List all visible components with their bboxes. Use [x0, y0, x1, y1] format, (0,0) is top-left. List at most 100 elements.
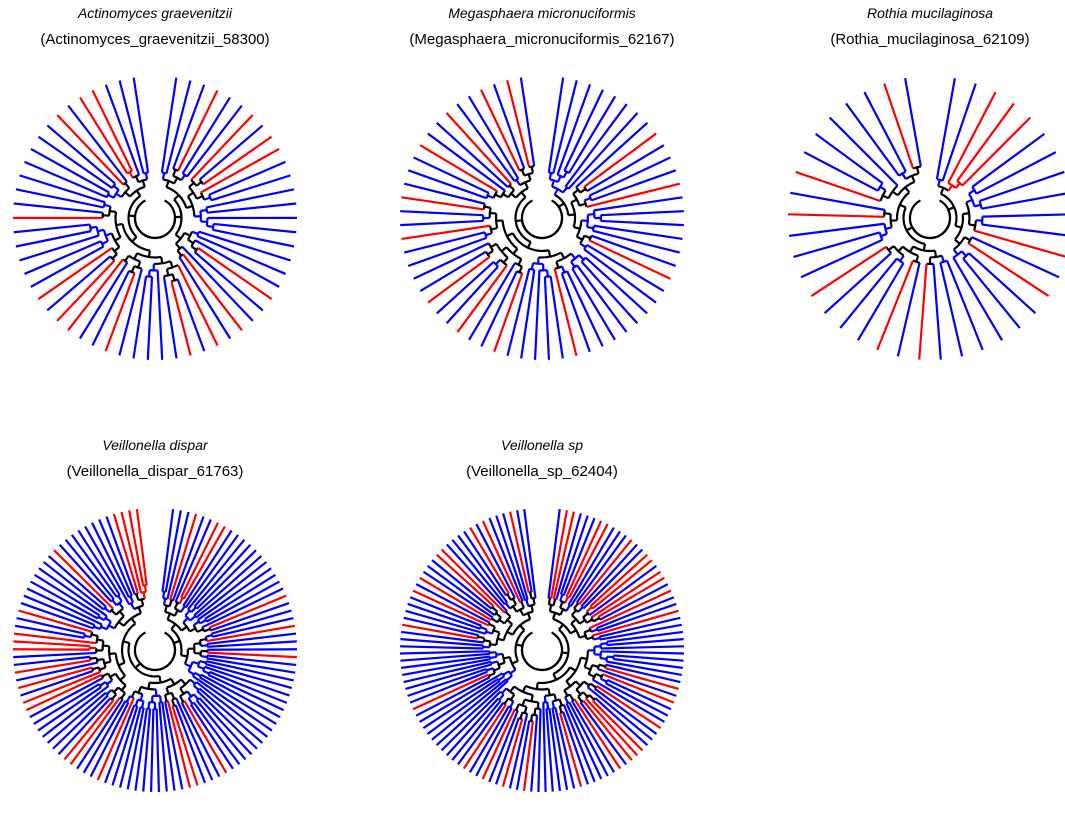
tree-arc — [517, 271, 522, 273]
tree-arc — [103, 659, 105, 667]
tree-arc — [138, 599, 144, 601]
panel-rothia: Rothia mucilaginosa (Rothia_mucilaginosa… — [780, 0, 1065, 390]
tree-tip — [405, 664, 491, 689]
tree-tip — [80, 262, 127, 338]
tree-tip — [213, 230, 294, 247]
panel-title: Rothia mucilaginosa — [780, 4, 1065, 22]
tree-arc — [913, 261, 920, 263]
tree-arc — [584, 200, 586, 206]
tree-arc — [912, 210, 950, 238]
tree-arc — [974, 220, 976, 230]
tree-tip — [898, 263, 920, 357]
tree-tip — [437, 262, 494, 313]
tree-arc — [507, 247, 522, 259]
tree-branch — [507, 233, 513, 236]
tree-tip — [543, 702, 545, 792]
panel-actinomyces: Actinomyces graevenitzii (Actinomyces_gr… — [5, 0, 305, 390]
tree-tip — [47, 256, 110, 310]
tree-tip — [788, 214, 884, 217]
panel-subtitle: (Megasphaera_micronuciformis_62167) — [392, 30, 692, 50]
panel-subtitle: (Rothia_mucilaginosa_62109) — [780, 30, 1065, 50]
tree-arc — [564, 681, 575, 690]
tree-arc — [101, 241, 104, 246]
panel-title: Veillonella dispar — [5, 436, 305, 454]
tree-arc — [891, 214, 892, 227]
tree-tip — [183, 97, 230, 173]
tree-arc — [129, 271, 134, 273]
tree-arc — [558, 175, 564, 178]
tree-tip — [963, 259, 1020, 328]
tree-arc — [200, 211, 201, 221]
circular-tree — [392, 492, 692, 802]
tree-tip — [400, 221, 483, 225]
tree-tip — [200, 125, 263, 179]
panel-veillonella-dispar: Veillonella dispar (Veillonella_dispar_6… — [5, 432, 305, 822]
tree-arc — [980, 201, 982, 209]
tree-arc — [496, 214, 497, 229]
tree-arc — [496, 244, 507, 258]
tree-arc — [140, 643, 175, 670]
tree-tip — [176, 705, 205, 783]
tree-tip — [594, 197, 683, 210]
tree-tip — [166, 80, 190, 173]
tree-arc — [555, 266, 562, 268]
tree-tip — [400, 646, 483, 648]
tree-tip — [940, 263, 962, 357]
tree-arc — [522, 646, 562, 670]
tree-arc — [129, 643, 160, 676]
tree-arc — [207, 218, 208, 226]
tree-arc — [880, 232, 883, 239]
circular-tree — [5, 60, 305, 380]
tree-tip — [793, 232, 879, 257]
panel-subtitle: (Veillonella_sp_62404) — [392, 462, 692, 482]
tree-tip — [790, 193, 885, 210]
tree-arc — [109, 206, 110, 215]
tree-tip — [503, 513, 528, 599]
tree-arc — [593, 674, 596, 680]
panel-subtitle: (Veillonella_dispar_61763) — [5, 462, 305, 482]
tree-tip — [601, 221, 684, 225]
tree-tip — [933, 264, 940, 360]
panel-title: Megasphaera micronuciformis — [392, 4, 692, 22]
tree-tip — [164, 276, 177, 358]
tree-tip — [158, 270, 163, 359]
tree-tip — [151, 709, 153, 792]
tree-tip — [937, 78, 955, 179]
tree-tip — [551, 276, 563, 358]
tree-tip — [846, 103, 899, 175]
tree-tip — [447, 266, 498, 323]
tree-arc — [173, 169, 178, 171]
tree-tip — [148, 277, 152, 360]
tree-tip — [601, 211, 684, 215]
tree-tip — [400, 211, 483, 215]
tree-arc — [135, 216, 175, 238]
tree-tip — [587, 184, 680, 207]
tree-tip — [16, 231, 91, 246]
tree-tip — [594, 226, 683, 239]
tree-arc — [533, 263, 543, 264]
tree-arc — [560, 601, 565, 603]
tree-arc — [165, 693, 172, 695]
tree-arc — [209, 195, 211, 201]
panel-title: Actinomyces graevenitzii — [5, 4, 305, 22]
tree-arc — [594, 210, 595, 218]
circular-tree — [392, 60, 692, 380]
tree-arc — [134, 266, 142, 269]
tree-tip — [80, 97, 127, 173]
tree-tip — [402, 197, 484, 209]
tree-tip — [14, 657, 90, 665]
tree-tip — [538, 709, 540, 792]
tree-tip — [943, 84, 976, 181]
tree-arc — [103, 641, 104, 651]
tree-tip — [14, 225, 90, 233]
tree-arc — [189, 187, 197, 199]
tree-arc — [504, 624, 512, 640]
tree-arc — [571, 624, 579, 638]
tree-tip — [601, 651, 684, 653]
tree-tip — [592, 611, 678, 636]
tree-tip — [840, 259, 897, 328]
tree-arc — [930, 256, 942, 258]
tree-tip — [162, 78, 176, 173]
tree-arc — [913, 166, 921, 168]
tree-arc — [492, 627, 495, 634]
